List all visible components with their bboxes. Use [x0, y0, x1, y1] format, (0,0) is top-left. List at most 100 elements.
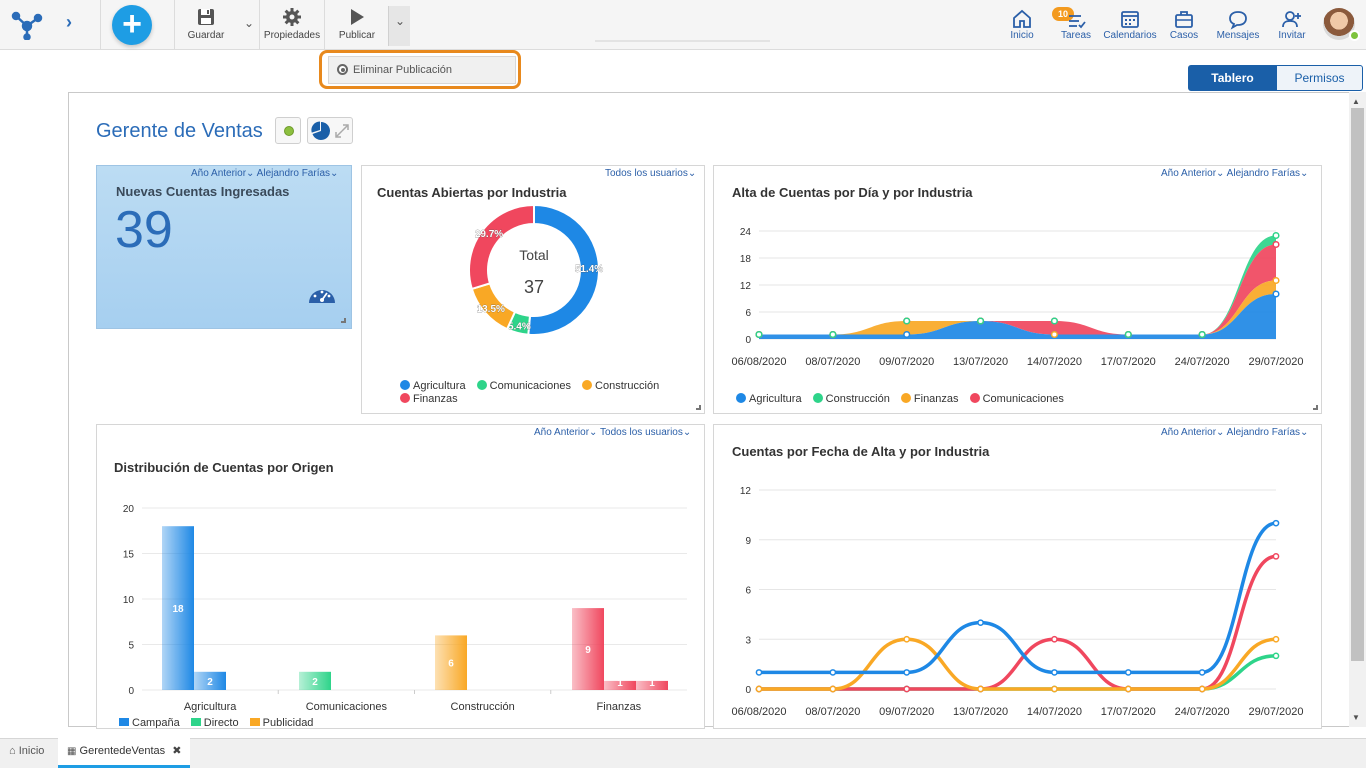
bar-filters: Año Anterior⌄ Todos los usuarios⌄	[534, 427, 691, 438]
legend-swatch	[900, 393, 911, 403]
bar-legend: Campaña Directo Publicidad	[119, 717, 321, 728]
line-data-point	[1124, 669, 1132, 676]
grid-icon: ▦	[67, 746, 77, 757]
tab-board[interactable]: Tablero	[1188, 65, 1277, 91]
line-data-point	[755, 685, 763, 693]
save-button[interactable]: Guardar	[186, 6, 226, 41]
line-data-point	[903, 635, 911, 643]
nav-invite[interactable]: Invitar	[1275, 8, 1309, 41]
legend-item[interactable]: Construcción	[812, 393, 890, 405]
legend-label: Construcción	[595, 380, 660, 392]
line-title: Cuentas por Fecha de Alta y por Industri…	[732, 444, 990, 459]
nav-invite-label: Invitar	[1278, 30, 1306, 41]
legend-item[interactable]: Comunicaciones	[476, 380, 571, 393]
save-icon	[198, 9, 214, 25]
legend-label: Comunicaciones	[982, 393, 1064, 405]
close-icon[interactable]: ✖	[172, 745, 182, 757]
save-label: Guardar	[187, 30, 225, 41]
chart-view-button[interactable]	[307, 117, 353, 144]
resize-handle[interactable]	[341, 318, 346, 323]
resize-handle[interactable]	[696, 405, 701, 410]
bar-period-filter[interactable]: Año Anterior	[534, 427, 590, 438]
donut-data-label: 13.5%	[477, 304, 505, 315]
legend-item[interactable]: Agricultura	[736, 393, 802, 405]
area-user-filter[interactable]: Alejandro Farías	[1226, 168, 1301, 179]
legend-item[interactable]: Finanzas	[400, 393, 458, 406]
add-button[interactable]: +	[112, 5, 152, 45]
publish-options-button[interactable]: ⌄	[388, 6, 410, 46]
chevron-down-icon[interactable]: ⌄	[589, 427, 598, 438]
tab-permissions[interactable]: Permisos	[1276, 65, 1363, 91]
nav-tasks[interactable]: Tareas	[1058, 8, 1094, 41]
chevron-down-icon[interactable]: ⌄	[1216, 427, 1225, 438]
area-data-point	[1050, 330, 1058, 339]
status-button[interactable]	[275, 117, 301, 144]
kpi-card: Año Anterior⌄ Alejandro Farías⌄ Nuevas C…	[96, 165, 352, 329]
legend-item[interactable]: Comunicaciones	[969, 393, 1064, 405]
x-tick-label: 09/07/2020	[879, 356, 934, 368]
loading-bar	[595, 40, 770, 42]
x-tick-label: Comunicaciones	[306, 701, 388, 713]
y-tick-label: 0	[745, 685, 751, 696]
legend-item[interactable]: Publicidad	[249, 717, 313, 728]
donut-data-label: 5.4%	[508, 322, 531, 333]
radio-icon	[337, 64, 348, 75]
delete-publication-menu-item[interactable]: Eliminar Publicación	[328, 56, 516, 84]
line-data-point	[1051, 669, 1058, 676]
donut-user-filter[interactable]: Todos los usuarios	[605, 168, 688, 179]
bottom-tab-home[interactable]: ⌂ Inicio	[0, 738, 58, 768]
area-series	[759, 244, 1276, 335]
line-period-filter[interactable]: Año Anterior	[1161, 427, 1217, 438]
kpi-user-filter[interactable]: Alejandro Farías	[256, 168, 331, 179]
legend-item[interactable]: Directo	[190, 717, 239, 728]
kpi-filters: Año Anterior⌄ Alejandro Farías⌄	[191, 168, 338, 179]
chevron-down-icon[interactable]: ⌄	[682, 427, 692, 438]
chevron-down-icon[interactable]: ⌄	[1300, 427, 1309, 438]
resize-handle[interactable]	[1313, 405, 1318, 410]
legend-item[interactable]: Campaña	[119, 717, 180, 728]
legend-item[interactable]: Construcción	[582, 380, 659, 393]
line-user-filter[interactable]: Alejandro Farías	[1226, 427, 1301, 438]
area-filters: Año Anterior⌄ Alejandro Farías⌄	[1161, 168, 1308, 179]
chevron-down-icon[interactable]: ⌄	[1300, 168, 1309, 179]
line-data-point	[829, 669, 837, 676]
nav-cases[interactable]: Casos	[1168, 8, 1200, 41]
bar	[636, 680, 668, 690]
donut-card: Todos los usuarios⌄ Cuentas Abiertas por…	[361, 165, 705, 414]
y-tick-label: 20	[123, 504, 135, 515]
legend-swatch	[476, 380, 487, 390]
nav-home[interactable]: Inicio	[1006, 8, 1038, 41]
legend-item[interactable]: Finanzas	[900, 393, 959, 405]
delete-publication-label: Eliminar Publicación	[353, 64, 453, 76]
scroll-down-icon[interactable]: ▼	[1352, 713, 1360, 722]
line-data-point	[977, 685, 984, 693]
app-logo-icon[interactable]	[8, 8, 46, 40]
expand-menu-icon[interactable]: ›	[66, 12, 72, 32]
publish-button[interactable]: Publicar	[336, 6, 378, 41]
speedometer-icon	[309, 290, 335, 303]
home-icon: ⌂	[9, 745, 16, 757]
nav-calendars[interactable]: Calendarios	[1102, 8, 1158, 41]
x-tick-label: 29/07/2020	[1248, 706, 1303, 718]
chevron-down-icon[interactable]: ⌄	[1216, 168, 1225, 179]
legend-item[interactable]: Agricultura	[400, 380, 466, 393]
kpi-period-filter[interactable]: Año Anterior	[191, 168, 247, 179]
y-tick-label: 12	[740, 486, 752, 497]
bottom-tab-current[interactable]: ▦ GerentedeVentas ✖	[58, 738, 190, 768]
line-series	[757, 521, 1278, 675]
line-data-point	[1198, 669, 1206, 676]
properties-button[interactable]: Propiedades	[263, 6, 321, 41]
scrollbar-thumb[interactable]	[1351, 108, 1364, 661]
chevron-down-icon[interactable]: ⌄	[246, 168, 255, 179]
chevron-down-icon[interactable]: ⌄	[687, 168, 697, 179]
x-tick-label: 24/07/2020	[1175, 356, 1230, 368]
x-tick-label: 14/07/2020	[1027, 356, 1082, 368]
bar-user-filter[interactable]: Todos los usuarios	[600, 427, 683, 438]
nav-messages[interactable]: Mensajes	[1215, 8, 1261, 41]
scroll-up-icon[interactable]: ▲	[1352, 97, 1360, 106]
save-options-chevron-icon[interactable]: ⌄	[244, 16, 255, 30]
legend-swatch	[736, 393, 746, 403]
chevron-down-icon[interactable]: ⌄	[330, 168, 339, 179]
area-period-filter[interactable]: Año Anterior	[1161, 168, 1217, 179]
bar	[604, 680, 636, 690]
